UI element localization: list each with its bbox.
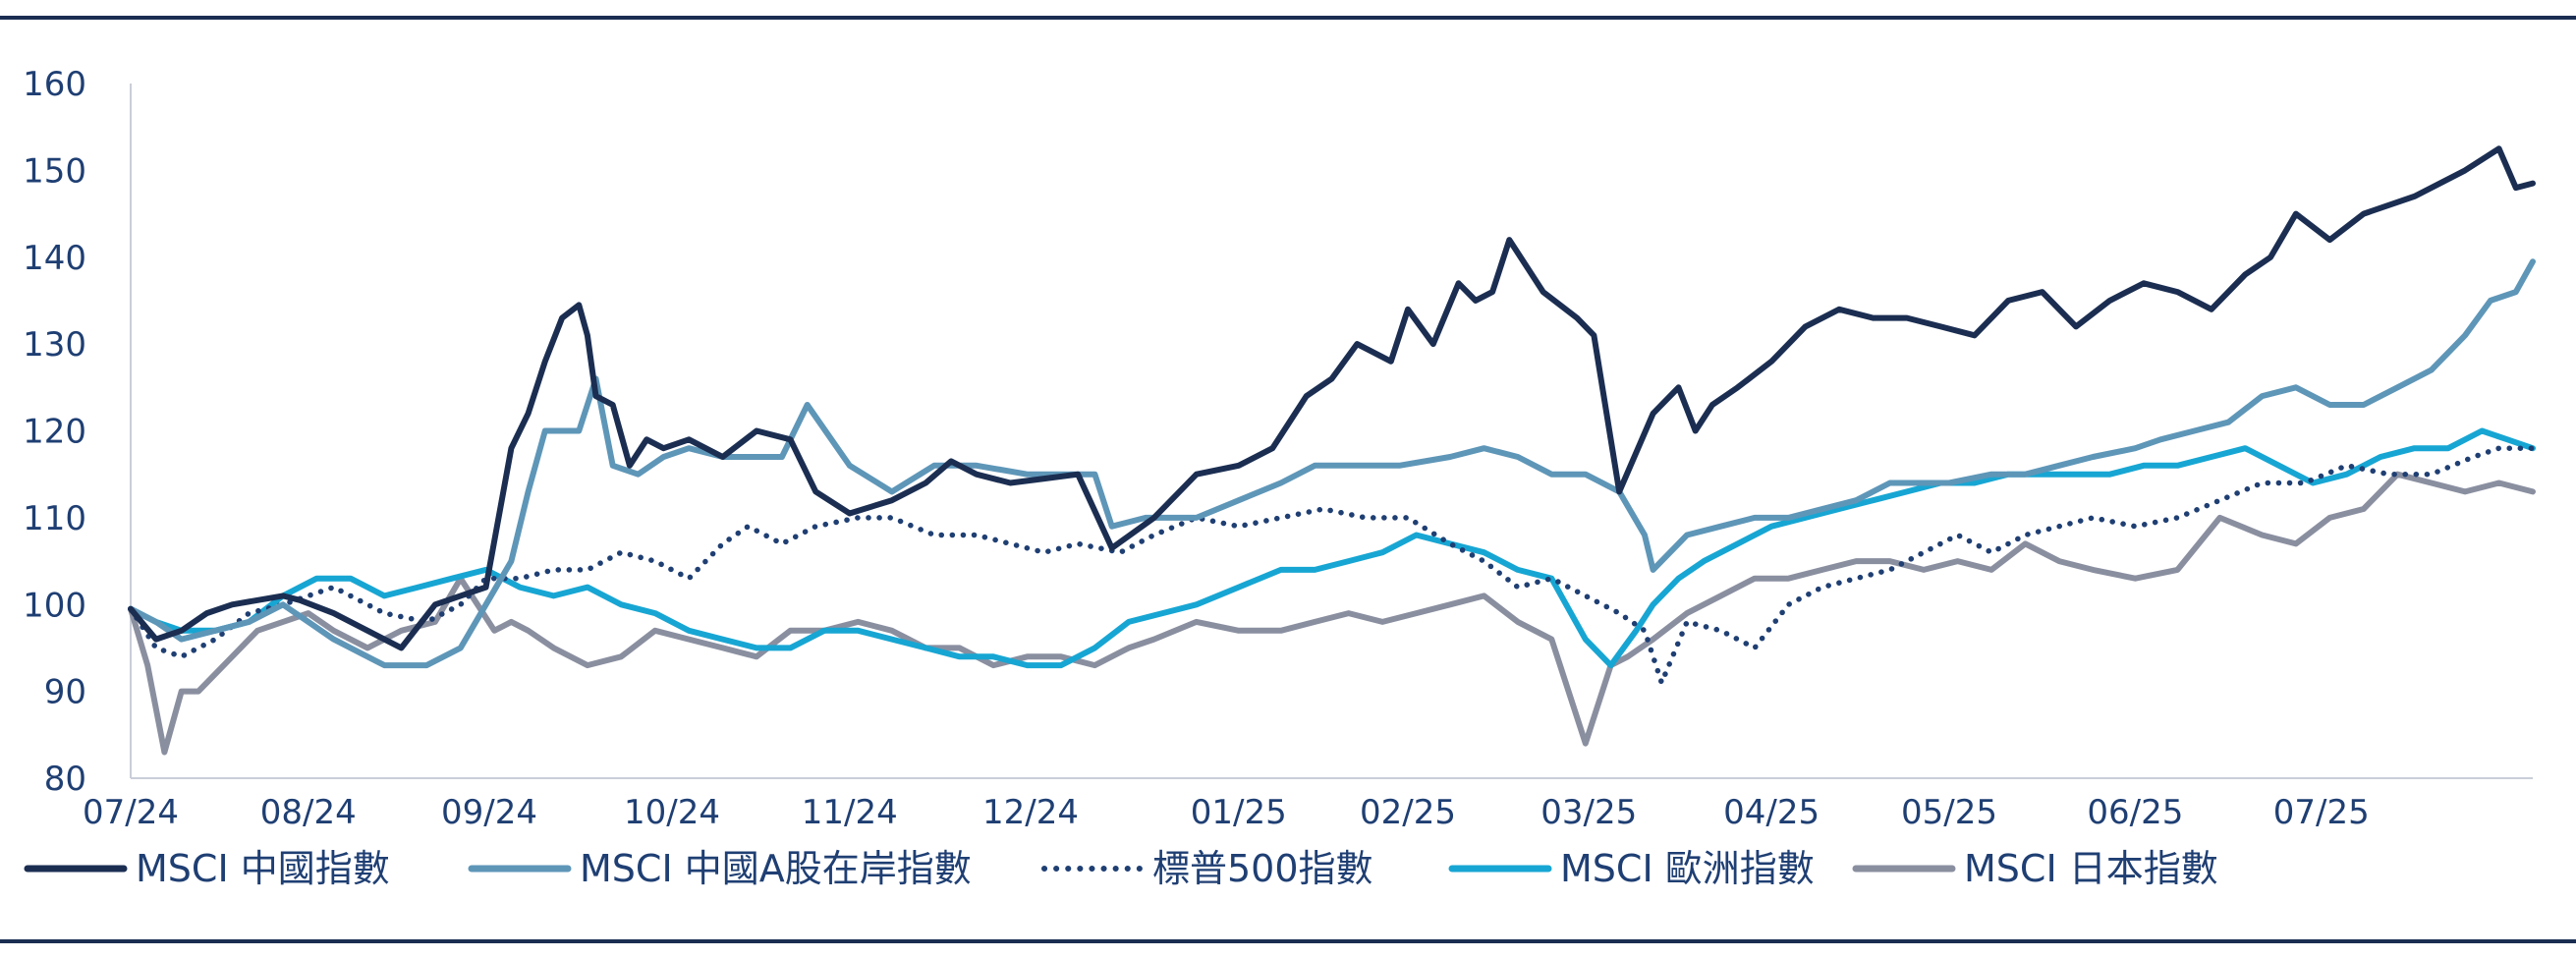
x-tick-label: 10/24 <box>624 793 720 832</box>
x-tick-label: 04/25 <box>1723 793 1820 832</box>
y-tick-label: 90 <box>44 673 86 712</box>
x-tick-label: 09/24 <box>441 793 537 832</box>
series-line <box>128 471 2536 756</box>
x-axis: 07/24 08/24 09/24 10/24 11/24 12/24 01/25 02/25… <box>83 777 2533 832</box>
legend: MSCI 中國指數 MSCI 中國A股在岸指數 標普500指數 MSCI 歐洲指數 MS… <box>24 847 2218 890</box>
y-tick-label: 100 <box>23 586 86 625</box>
legend-label: MSCI 日本指數 <box>1964 847 2218 890</box>
x-tick-label: 11/24 <box>802 793 898 832</box>
x-tick-label: 08/24 <box>260 793 357 832</box>
x-tick-label: 06/25 <box>2087 793 2183 832</box>
legend-label: MSCI 中國指數 <box>136 847 390 890</box>
series-layer <box>128 145 2536 756</box>
legend-label: MSCI 中國A股在岸指數 <box>580 847 972 890</box>
y-tick-label: 160 <box>23 65 86 104</box>
x-tick-label: 12/24 <box>982 793 1079 832</box>
series-line <box>128 427 2536 669</box>
y-tick-label: 120 <box>23 413 86 452</box>
y-tick-label: 130 <box>23 325 86 365</box>
x-tick-label: 01/25 <box>1191 793 1287 832</box>
x-tick-label: 07/25 <box>2273 793 2370 832</box>
legend-label: MSCI 歐洲指數 <box>1560 847 1815 890</box>
x-tick-label: 05/25 <box>1901 793 1997 832</box>
series-line <box>128 445 2536 686</box>
y-tick-label: 110 <box>23 499 86 538</box>
series-line <box>128 258 2536 669</box>
y-tick-label: 80 <box>44 760 86 799</box>
y-axis: 80 90 100 110 120 130 140 150 160 <box>23 65 132 799</box>
x-tick-label: 03/25 <box>1540 793 1637 832</box>
x-tick-label: 02/25 <box>1360 793 1456 832</box>
y-tick-label: 140 <box>23 239 86 278</box>
legend-label: 標普500指數 <box>1152 847 1373 890</box>
series-line <box>128 145 2536 651</box>
y-tick-label: 150 <box>23 151 86 191</box>
x-tick-label: 07/24 <box>83 793 179 832</box>
